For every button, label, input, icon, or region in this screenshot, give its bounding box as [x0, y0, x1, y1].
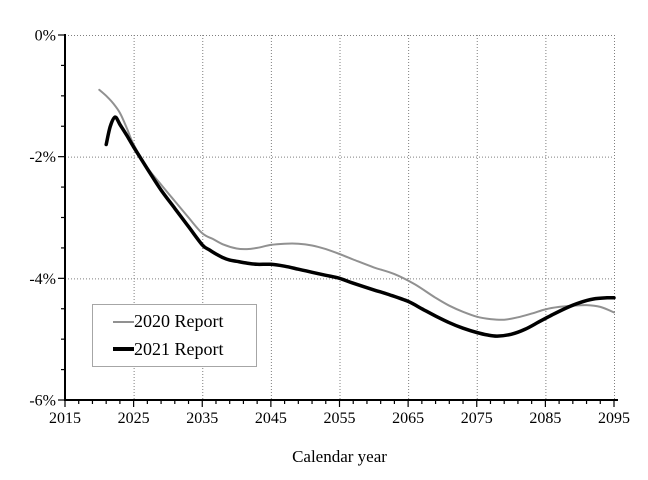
x-tick-label: 2065 [392, 410, 424, 427]
x-tick-label: 2015 [49, 410, 81, 427]
x-tick-label: 2055 [324, 410, 356, 427]
y-tick-label: -2% [29, 149, 56, 166]
legend-label-2021: 2021 Report [134, 338, 224, 359]
legend: 2020 Report 2021 Report [92, 304, 257, 367]
x-tick-label: 2045 [255, 410, 287, 427]
y-tick-label: 0% [35, 28, 56, 45]
y-tick-label: -4% [29, 271, 56, 288]
legend-item-2020-report: 2020 Report [113, 311, 256, 332]
legend-label-2020: 2020 Report [134, 311, 224, 332]
legend-line-swatch-2021 [113, 347, 134, 351]
x-tick-label: 2075 [461, 410, 493, 427]
x-tick-label: 2035 [186, 410, 218, 427]
x-axis-title: Calendar year [292, 447, 387, 466]
x-tick-label: 2085 [529, 410, 561, 427]
legend-line-swatch-2020 [113, 320, 134, 323]
series-line-2021-report [104, 115, 616, 338]
y-tick-label: -6% [29, 393, 56, 410]
legend-item-2021-report: 2021 Report [113, 339, 256, 360]
x-tick-label: 2025 [118, 410, 150, 427]
x-tick-label: 2095 [598, 410, 630, 427]
